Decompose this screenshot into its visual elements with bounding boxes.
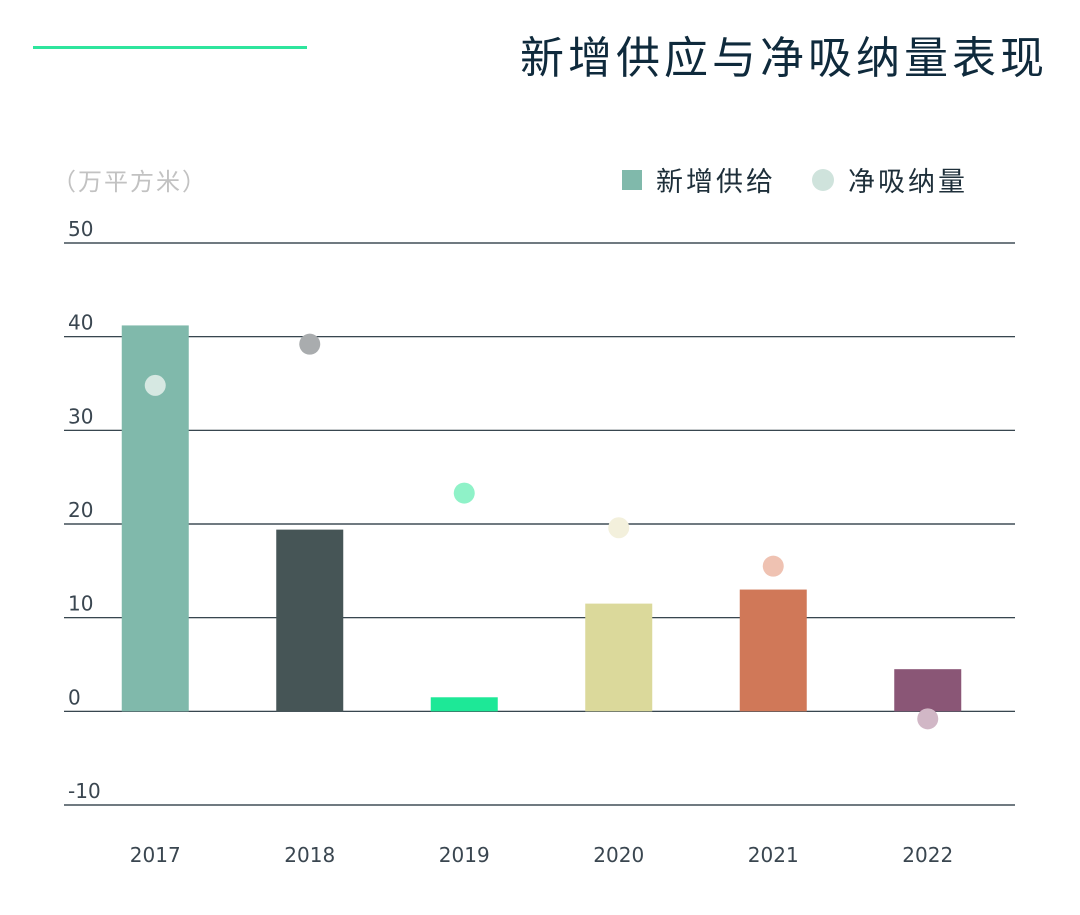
dot-2017	[144, 374, 166, 396]
legend-item-absorption: 净吸纳量	[812, 160, 968, 199]
y-tick-label: -10	[68, 779, 101, 803]
legend-supply-swatch	[622, 169, 642, 190]
y-tick-label: 30	[68, 404, 93, 428]
x-tick-label: 2021	[748, 843, 799, 867]
bar-2022	[894, 669, 962, 712]
x-tick-label: 2022	[902, 843, 953, 867]
y-tick-label: 20	[68, 498, 93, 522]
dot-2021	[762, 555, 784, 577]
legend: 新增供给 净吸纳量	[622, 160, 968, 199]
legend-absorption-label: 净吸纳量	[848, 167, 968, 198]
accent-line	[33, 46, 307, 49]
bar-2020	[585, 603, 653, 712]
y-tick-label: 0	[68, 685, 81, 709]
legend-supply-label: 新增供给	[656, 167, 776, 198]
y-tick-label: 50	[68, 217, 93, 241]
bar-2018	[276, 529, 344, 712]
y-tick-label: 10	[68, 592, 93, 616]
bar-2019	[430, 697, 498, 712]
dot-2020	[608, 517, 630, 539]
x-tick-label: 2018	[284, 843, 335, 867]
legend-absorption-swatch	[812, 168, 834, 191]
x-tick-label: 2020	[593, 843, 644, 867]
bar-2021	[739, 589, 807, 712]
dot-2022	[917, 708, 939, 730]
dot-2018	[299, 333, 321, 355]
legend-item-supply: 新增供给	[622, 160, 776, 199]
x-tick-label: 2019	[439, 843, 490, 867]
x-tick-label: 2017	[130, 843, 181, 867]
chart-title: 新增供应与净吸纳量表现	[520, 33, 1048, 84]
unit-label: （万平方米）	[52, 168, 208, 196]
dot-2019	[453, 482, 475, 504]
y-tick-label: 40	[68, 311, 93, 335]
